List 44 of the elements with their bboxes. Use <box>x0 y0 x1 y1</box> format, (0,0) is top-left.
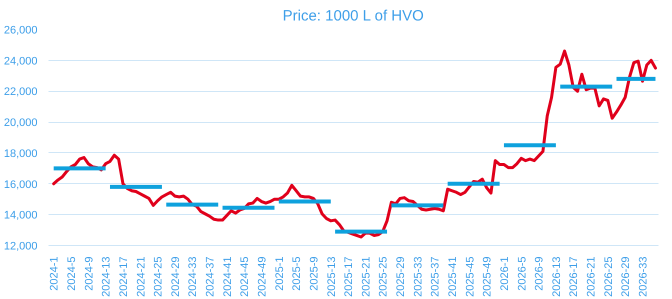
x-tick-label: 2025-1 <box>274 256 286 291</box>
x-tick-label: 2025-33 <box>412 256 424 297</box>
x-tick-label: 2025-21 <box>360 256 372 297</box>
x-tick-label: 2025-13 <box>326 256 338 297</box>
x-tick-label: 2026-1 <box>498 256 511 291</box>
y-tick-label: 18,000 <box>4 148 38 160</box>
x-tick-label: 2026-9 <box>534 256 546 291</box>
x-tick-label: 2025-45 <box>464 256 476 297</box>
x-tick-label: 2024-41 <box>222 256 234 297</box>
y-tick-label: 14,000 <box>4 210 38 222</box>
y-tick-label: 20,000 <box>4 117 38 130</box>
x-tick-label: 2025-5 <box>291 256 304 291</box>
x-tick-label: 2026-29 <box>620 256 632 297</box>
x-tick-label: 2024-9 <box>83 256 96 291</box>
x-tick-label: 2024-17 <box>118 256 130 297</box>
x-tick-label: 2024-29 <box>170 256 182 297</box>
x-tick-label: 2026-5 <box>516 256 528 291</box>
x-tick-label: 2025-9 <box>308 256 320 291</box>
x-tick-label: 2025-17 <box>343 256 356 297</box>
y-tick-label: 24,000 <box>4 55 38 68</box>
x-tick-label: 2024-13 <box>100 256 113 297</box>
x-tick-label: 2024-45 <box>239 256 252 297</box>
x-tick-label: 2025-41 <box>446 256 459 297</box>
y-tick-label: 26,000 <box>4 24 38 36</box>
x-tick-label: 2026-13 <box>550 256 563 297</box>
x-tick-label: 2025-29 <box>395 256 408 297</box>
chart-title: Price: 1000 L of HVO <box>282 8 424 24</box>
x-tick-label: 2026-21 <box>586 256 598 297</box>
x-tick-label: 2024-33 <box>187 256 200 297</box>
x-tick-label: 2025-49 <box>482 256 494 297</box>
x-tick-label: 2024-5 <box>66 256 78 291</box>
x-tick-label: 2026-33 <box>637 256 650 297</box>
x-tick-label: 2026-25 <box>602 256 615 297</box>
x-tick-label: 2025-25 <box>378 256 390 297</box>
y-tick-label: 16,000 <box>4 178 38 191</box>
x-tick-label: 2024-25 <box>152 256 165 297</box>
x-tick-label: 2025-37 <box>430 256 442 297</box>
y-tick-label: 12,000 <box>4 240 38 252</box>
x-tick-label: 2024-21 <box>135 256 148 297</box>
y-tick-label: 22,000 <box>4 86 38 98</box>
x-tick-label: 2024-49 <box>256 256 268 297</box>
x-tick-label: 2024-1 <box>48 256 61 291</box>
x-tick-label: 2026-17 <box>568 256 580 297</box>
x-tick-label: 2024-37 <box>204 256 217 297</box>
